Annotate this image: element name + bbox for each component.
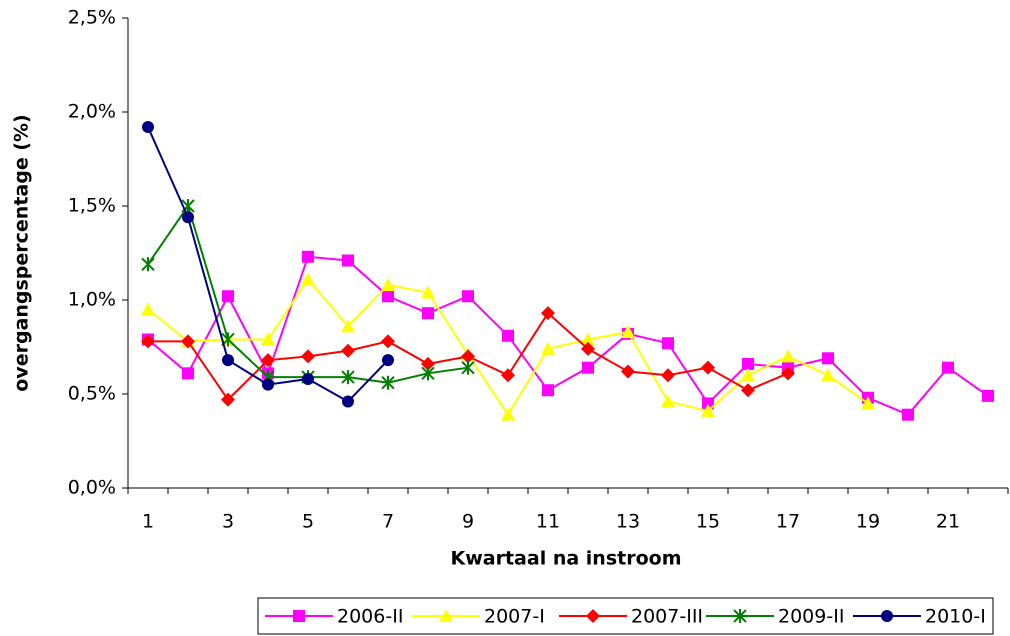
x-tick-label: 3 [222, 511, 234, 533]
data-point [421, 356, 435, 371]
data-point [701, 403, 715, 417]
legend-label: 2006-II [337, 606, 403, 628]
data-point [341, 343, 355, 358]
series-line [147, 255, 989, 416]
data-point [702, 397, 714, 410]
data-point [221, 392, 235, 407]
data-point [861, 396, 875, 410]
data-point [902, 408, 914, 421]
x-tick-label: 15 [696, 511, 720, 533]
data-point [982, 389, 994, 402]
x-tick-label: 9 [462, 511, 474, 533]
data-point [581, 341, 595, 356]
legend-label: 2009-II [778, 606, 844, 628]
data-point [342, 254, 354, 267]
data-point [142, 121, 154, 134]
data-point [541, 341, 555, 355]
data-point [182, 211, 194, 224]
data-point [421, 285, 435, 299]
y-tick-label: 2,0% [68, 101, 116, 123]
data-point [421, 366, 435, 381]
data-point [461, 349, 475, 364]
x-tick-label: 13 [616, 511, 640, 533]
legend-marker [586, 609, 600, 623]
data-point [661, 368, 675, 383]
x-tick-label: 17 [776, 511, 800, 533]
data-point [661, 394, 675, 408]
x-tick-label: 1 [142, 511, 154, 533]
data-point [781, 366, 795, 381]
data-point [261, 353, 275, 368]
legend-marker [439, 609, 453, 622]
y-axis-label: overgangspercentage (%) [11, 114, 33, 392]
x-tick-label: 7 [382, 511, 394, 533]
data-point [742, 357, 754, 370]
y-tick-label: 0,0% [68, 477, 116, 499]
data-point [502, 329, 514, 342]
data-point [461, 360, 475, 375]
data-point [781, 349, 795, 363]
legend-marker [293, 610, 305, 622]
data-point [462, 290, 474, 303]
data-point [662, 337, 674, 350]
y-tick-label: 1,0% [68, 289, 116, 311]
data-point [381, 375, 395, 390]
legend-marker [881, 610, 893, 622]
data-point [141, 334, 155, 349]
data-point [222, 290, 234, 303]
data-point [541, 306, 555, 321]
data-point [262, 378, 274, 391]
y-tick-label: 1,5% [68, 195, 116, 217]
data-point [382, 290, 394, 303]
data-point [581, 332, 595, 346]
data-point [341, 319, 355, 333]
legend-marker [733, 609, 747, 623]
x-tick-label: 11 [536, 511, 560, 533]
data-point [821, 368, 835, 382]
y-tick-label: 0,5% [68, 383, 116, 405]
data-point [302, 250, 314, 263]
legend-label: 2010-I [925, 606, 986, 628]
data-point [621, 364, 635, 379]
data-point [822, 352, 834, 365]
data-point [182, 367, 194, 380]
data-point [301, 349, 315, 364]
data-point [261, 332, 275, 346]
x-tick-label: 19 [856, 511, 880, 533]
data-point [621, 324, 635, 338]
data-point [382, 354, 394, 367]
data-point [501, 368, 515, 383]
data-point [301, 272, 315, 286]
data-point [222, 354, 234, 367]
y-tick-label: 2,5% [68, 7, 116, 29]
data-point [701, 360, 715, 375]
legend-label: 2007-I [484, 606, 545, 628]
data-point [741, 383, 755, 398]
data-point [501, 407, 515, 421]
data-point [302, 372, 314, 385]
data-point [422, 307, 434, 320]
data-point [141, 257, 155, 272]
x-tick-label: 5 [302, 511, 314, 533]
data-point [342, 395, 354, 408]
data-point [381, 277, 395, 291]
data-point [341, 370, 355, 385]
data-point [141, 302, 155, 316]
data-point [942, 361, 954, 374]
data-point [582, 361, 594, 374]
legend-label: 2007-III [631, 606, 703, 628]
series-line [147, 277, 869, 417]
x-axis-label: Kwartaal na instroom [451, 548, 682, 570]
data-point [542, 384, 554, 397]
data-point [181, 334, 195, 349]
x-tick-label: 21 [936, 511, 960, 533]
data-point [741, 368, 755, 382]
data-point [381, 334, 395, 349]
